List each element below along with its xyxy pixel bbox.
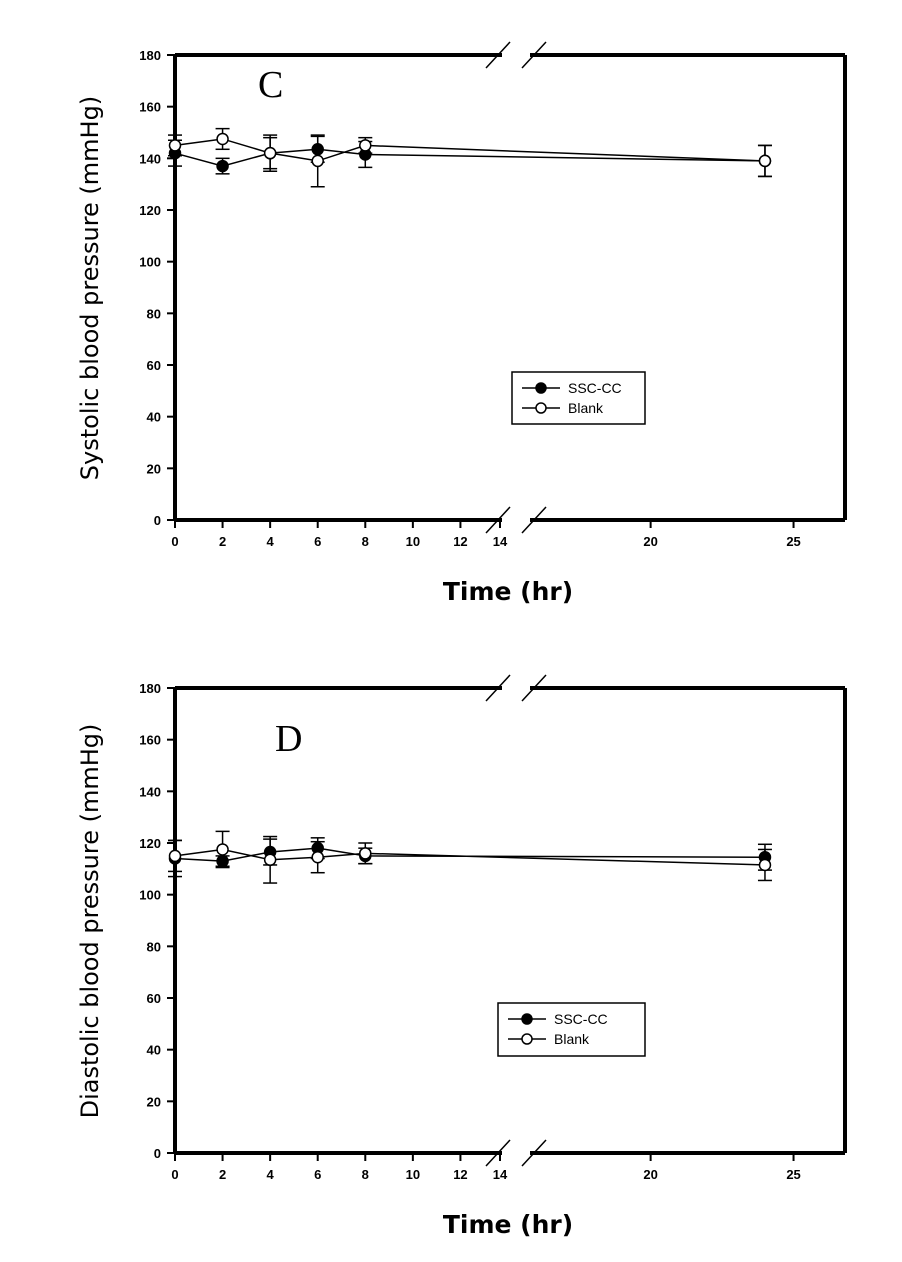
y-tick-label: 120 [139, 203, 161, 218]
series-line [174, 848, 765, 866]
axis-break-mark [485, 1139, 511, 1167]
x-tick-label: 0 [171, 534, 178, 549]
data-point [168, 849, 182, 863]
y-tick-label: 60 [147, 358, 161, 373]
data-point [216, 843, 229, 856]
y-tick-label: 140 [139, 784, 161, 799]
x-tick-label: 20 [643, 534, 657, 549]
y-axis-title: Diastolic blood pressure (mmHg) [76, 724, 104, 1119]
data-point [359, 847, 372, 860]
x-tick-label: 10 [406, 1167, 420, 1182]
plot-frame [173, 53, 847, 522]
series-blank [168, 830, 772, 884]
x-tick-label: 25 [786, 1167, 800, 1182]
data-point [216, 159, 229, 173]
y-tick-label: 120 [139, 836, 161, 851]
x-tick-label: 2 [219, 1167, 226, 1182]
legend-marker [521, 1033, 533, 1045]
x-tick-label: 8 [362, 1167, 369, 1182]
y-tick-label: 180 [139, 681, 161, 696]
data-point [263, 853, 277, 867]
data-point [311, 154, 324, 168]
x-tick-label: 6 [314, 534, 321, 549]
legend-box [511, 371, 646, 425]
series-blank [168, 127, 772, 188]
y-tick-label: 140 [139, 151, 161, 166]
y-tick-label: 20 [147, 461, 161, 476]
axis-break-mark [485, 41, 511, 69]
x-tick-label: 6 [314, 1167, 321, 1182]
x-tick-label: 12 [453, 534, 467, 549]
x-axis-title: Time (hr) [443, 577, 573, 606]
axis-break-mark [521, 506, 547, 534]
data-point [168, 139, 182, 152]
series-line [174, 148, 765, 167]
plot-frame [173, 686, 847, 1155]
y-tick-label: 0 [154, 1146, 161, 1161]
axis-break-mark [521, 41, 547, 69]
axis-break-mark [521, 1139, 547, 1167]
x-tick-label: 12 [453, 1167, 467, 1182]
x-tick-label: 0 [171, 1167, 178, 1182]
y-axis-title: Systolic blood pressure (mmHg) [76, 96, 104, 480]
axis-break-mark [521, 674, 547, 702]
legend-box [497, 1002, 646, 1057]
panel-letter: D [275, 718, 302, 760]
x-tick-label: 4 [267, 1167, 275, 1182]
data-point [311, 850, 324, 864]
y-tick-label: 100 [139, 255, 161, 270]
y-tick-label: 160 [139, 100, 161, 115]
y-tick-label: 0 [154, 513, 161, 528]
legend-marker [521, 1013, 533, 1025]
data-point [758, 154, 772, 168]
data-point [216, 132, 229, 146]
axis-break-mark [485, 506, 511, 534]
x-tick-label: 8 [362, 534, 369, 549]
series-line [174, 847, 765, 862]
y-tick-label: 100 [139, 888, 161, 903]
y-tick-label: 60 [147, 991, 161, 1006]
legend: SSC-CC Blank [497, 1002, 646, 1057]
data-point [758, 858, 772, 872]
legend-label: Blank [568, 400, 604, 416]
y-tick-label: 20 [147, 1094, 161, 1109]
x-tick-label: 10 [406, 534, 420, 549]
x-tick-label: 4 [267, 534, 275, 549]
legend-marker [535, 402, 547, 414]
y-tick-label: 80 [147, 939, 161, 954]
legend: SSC-CC Blank [511, 371, 646, 425]
data-point [263, 146, 277, 160]
axis-break-mark [485, 674, 511, 702]
legend-label: Blank [554, 1031, 590, 1047]
x-tick-label: 2 [219, 534, 226, 549]
x-axis-title: Time (hr) [443, 1210, 573, 1239]
series-line [174, 138, 765, 162]
legend-label: SSC-CC [554, 1011, 608, 1027]
x-tick-label: 14 [493, 1167, 508, 1182]
y-tick-label: 40 [147, 410, 161, 425]
data-point [359, 139, 372, 152]
x-tick-label: 25 [786, 534, 800, 549]
y-tick-label: 180 [139, 48, 161, 63]
series-ssc-cc [168, 135, 772, 178]
y-tick-label: 80 [147, 306, 161, 321]
chart-panel-c: 0 20 40 60 80 100 120 140 160 180 0 2 4 6 8 10 12 14 20 25 S… [76, 41, 847, 606]
panel-letter: C [258, 64, 283, 106]
y-tick-label: 40 [147, 1043, 161, 1058]
legend-label: SSC-CC [568, 380, 622, 396]
x-tick-label: 20 [643, 1167, 657, 1182]
legend-marker [535, 382, 547, 394]
y-tick-label: 160 [139, 733, 161, 748]
chart-panel-d: 0 20 40 60 80 100 120 140 160 180 0 2 4 6 8 10 12 14 20 25 D… [76, 674, 847, 1239]
x-tick-label: 14 [493, 534, 508, 549]
